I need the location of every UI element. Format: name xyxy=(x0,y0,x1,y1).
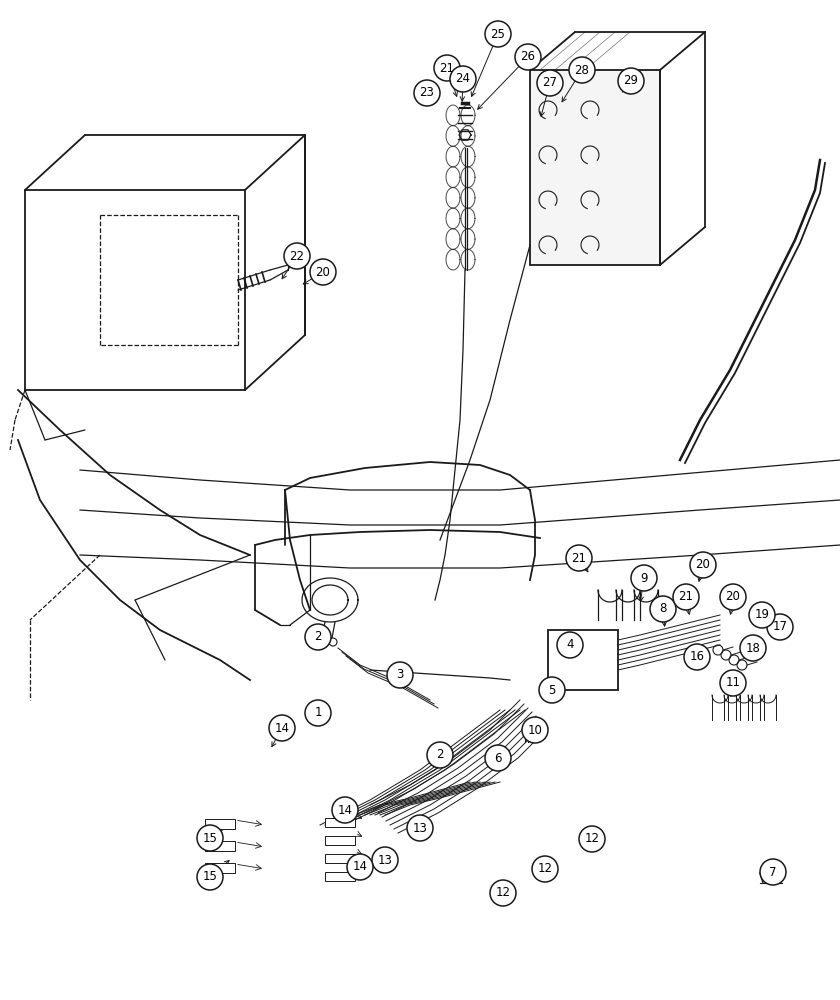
Circle shape xyxy=(284,243,310,269)
Text: 17: 17 xyxy=(773,620,788,634)
Circle shape xyxy=(749,602,775,628)
Bar xyxy=(548,630,618,690)
Circle shape xyxy=(269,715,295,741)
Circle shape xyxy=(720,670,746,696)
Text: 25: 25 xyxy=(491,27,506,40)
Circle shape xyxy=(631,565,657,591)
Circle shape xyxy=(197,864,223,890)
Circle shape xyxy=(566,545,592,571)
Text: 19: 19 xyxy=(754,608,769,621)
Text: 21: 21 xyxy=(679,590,694,603)
Circle shape xyxy=(569,57,595,83)
Circle shape xyxy=(515,44,541,70)
Bar xyxy=(530,70,660,265)
Circle shape xyxy=(197,825,223,851)
Circle shape xyxy=(673,584,699,610)
Text: 21: 21 xyxy=(571,552,586,564)
Circle shape xyxy=(332,797,358,823)
Text: 8: 8 xyxy=(659,602,667,615)
Text: 21: 21 xyxy=(439,62,454,75)
Text: 15: 15 xyxy=(202,832,218,844)
Text: 20: 20 xyxy=(316,265,330,278)
Bar xyxy=(325,854,355,863)
Circle shape xyxy=(767,614,793,640)
Text: 28: 28 xyxy=(575,64,590,77)
Text: 11: 11 xyxy=(726,676,741,690)
Text: 22: 22 xyxy=(290,249,305,262)
Circle shape xyxy=(690,552,716,578)
Circle shape xyxy=(414,80,440,106)
Text: 14: 14 xyxy=(353,860,368,874)
Text: 6: 6 xyxy=(494,752,501,764)
Text: 14: 14 xyxy=(275,722,290,734)
Text: 12: 12 xyxy=(585,832,600,846)
Circle shape xyxy=(539,677,565,703)
Bar xyxy=(205,863,235,873)
Circle shape xyxy=(387,662,413,688)
Circle shape xyxy=(305,700,331,726)
Bar xyxy=(325,872,355,881)
Circle shape xyxy=(434,55,460,81)
Text: 20: 20 xyxy=(726,590,740,603)
Text: 10: 10 xyxy=(528,724,543,736)
Text: 14: 14 xyxy=(338,804,353,816)
Text: 9: 9 xyxy=(640,572,648,584)
Text: 2: 2 xyxy=(436,748,444,762)
Bar xyxy=(325,836,355,845)
Circle shape xyxy=(485,745,511,771)
Circle shape xyxy=(305,624,331,650)
Circle shape xyxy=(557,632,583,658)
Text: 15: 15 xyxy=(202,870,218,884)
Circle shape xyxy=(740,635,766,661)
Circle shape xyxy=(347,854,373,880)
Text: 1: 1 xyxy=(314,706,322,720)
Text: 13: 13 xyxy=(412,822,428,834)
Circle shape xyxy=(522,717,548,743)
Text: 12: 12 xyxy=(538,862,553,876)
Circle shape xyxy=(485,21,511,47)
Circle shape xyxy=(490,880,516,906)
Circle shape xyxy=(684,644,710,670)
Circle shape xyxy=(407,815,433,841)
Text: 3: 3 xyxy=(396,668,404,682)
Text: 20: 20 xyxy=(696,558,711,572)
Text: 24: 24 xyxy=(455,73,470,86)
Bar xyxy=(205,819,235,829)
Text: 5: 5 xyxy=(549,684,556,696)
Circle shape xyxy=(650,596,676,622)
Bar xyxy=(325,818,355,827)
Circle shape xyxy=(537,70,563,96)
Circle shape xyxy=(760,859,786,885)
Text: 13: 13 xyxy=(377,854,392,866)
Text: 7: 7 xyxy=(769,865,777,879)
Text: 26: 26 xyxy=(521,50,536,64)
Circle shape xyxy=(450,66,476,92)
Text: 16: 16 xyxy=(690,650,705,664)
Circle shape xyxy=(427,742,453,768)
Circle shape xyxy=(532,856,558,882)
Circle shape xyxy=(372,847,398,873)
Text: 18: 18 xyxy=(746,642,760,654)
Text: 29: 29 xyxy=(623,75,638,88)
Text: 23: 23 xyxy=(419,87,434,100)
Bar xyxy=(205,841,235,851)
Circle shape xyxy=(310,259,336,285)
Circle shape xyxy=(720,584,746,610)
Text: 4: 4 xyxy=(566,639,574,652)
Text: 27: 27 xyxy=(543,77,558,90)
Text: 12: 12 xyxy=(496,886,511,900)
Circle shape xyxy=(618,68,644,94)
Circle shape xyxy=(579,826,605,852)
Text: 2: 2 xyxy=(314,631,322,644)
